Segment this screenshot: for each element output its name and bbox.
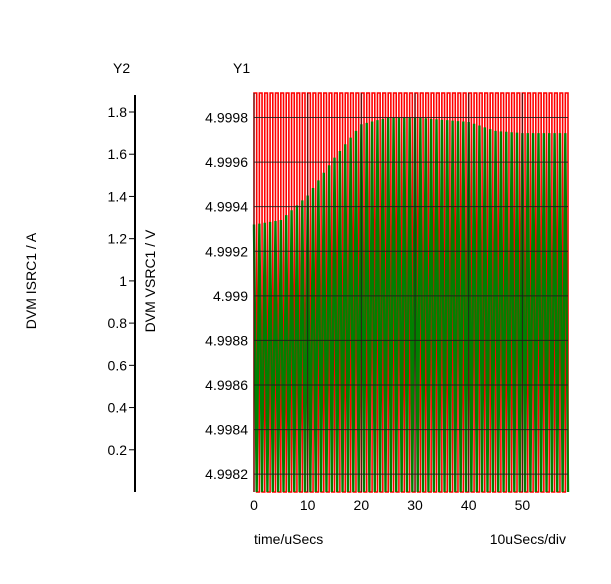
plot-area (252, 92, 570, 493)
y1-axis-header: Y1 (233, 60, 250, 76)
x-tick-label: 30 (407, 497, 423, 513)
series-green-ripple (252, 117, 570, 493)
y1-tick-label: 4.9996 (205, 154, 248, 170)
y2-tick-label: 1.6 (108, 146, 128, 162)
y1-tick-label: 4.9998 (205, 110, 248, 126)
y2-tick-label: 0.2 (108, 442, 128, 458)
y1-axis-label: DVM VSRC1 / V (142, 229, 158, 332)
y1-tick-label: 4.9992 (205, 243, 248, 259)
y2-tick-label: 0.4 (108, 400, 128, 416)
x-tick-label: 20 (354, 497, 370, 513)
x-ticks: 0 10 20 30 40 50 (250, 497, 530, 513)
y2-tick-label: 1.8 (108, 104, 128, 120)
y2-tick-label: 1.2 (108, 231, 128, 247)
y1-tick-label: 4.999 (213, 288, 248, 304)
x-tick-label: 10 (300, 497, 316, 513)
y1-tick-label: 4.9986 (205, 377, 248, 393)
x-tick-label: 50 (515, 497, 531, 513)
x-tick-label: 0 (250, 497, 258, 513)
y1-tick-label: 4.9982 (205, 466, 248, 482)
x-tick-label: 40 (461, 497, 477, 513)
x-axis-label: time/uSecs (254, 531, 323, 547)
y2-axis-header: Y2 (113, 60, 130, 76)
y2-tick-label: 0.6 (108, 357, 128, 373)
y2-tick-label: 0.8 (108, 315, 128, 331)
y1-tick-label: 4.9984 (205, 422, 248, 438)
y2-ticks: 0.2 0.4 0.6 0.8 1 1.2 1.4 1.6 1.8 (108, 104, 135, 458)
y1-tick-label: 4.9988 (205, 332, 248, 348)
y2-tick-label: 1 (119, 273, 127, 289)
y1-tick-label: 4.9994 (205, 199, 248, 215)
x-scale-note: 10uSecs/div (490, 531, 566, 547)
y1-ticks: 4.9982 4.9984 4.9986 4.9988 4.999 4.9992 4.999… (205, 110, 248, 483)
y2-tick-label: 1.4 (108, 188, 128, 204)
y2-axis-label: DVM ISRC1 / A (23, 232, 39, 329)
